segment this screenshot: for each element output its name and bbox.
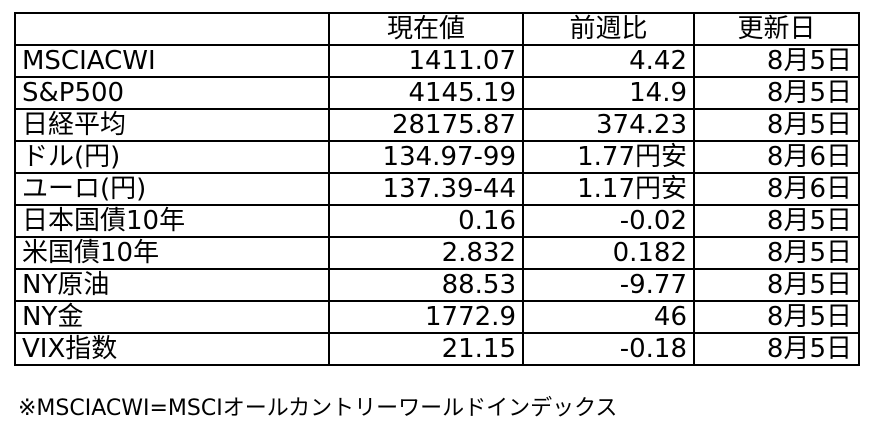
- row-label: 日本国債10年: [14, 204, 330, 238]
- table-row: 日本国債10年 0.16 -0.02 8月5日: [14, 204, 860, 238]
- row-label: 日経平均: [14, 108, 330, 142]
- table-row: ユーロ(円) 137.39-44 1.17円安 8月6日: [14, 172, 860, 206]
- table-row: ドル(円) 134.97-99 1.77円安 8月6日: [14, 140, 860, 174]
- value-cell: 28175.87: [328, 108, 524, 142]
- value-cell: 8月5日: [693, 44, 860, 78]
- value-cell: 2.832: [328, 236, 524, 270]
- value-cell: -0.02: [522, 204, 695, 238]
- header-corner: [14, 12, 330, 46]
- table-row: NY原油 88.53 -9.77 8月5日: [14, 268, 860, 302]
- table-row: VIX指数 21.15 -0.18 8月5日: [14, 332, 860, 366]
- value-cell: 0.182: [522, 236, 695, 270]
- row-label: ユーロ(円): [14, 172, 330, 206]
- value-cell: 8月5日: [693, 108, 860, 142]
- table-row: 米国債10年 2.832 0.182 8月5日: [14, 236, 860, 270]
- header-cell: 前週比: [522, 12, 695, 46]
- table-body: 現在値 前週比 更新日 MSCIACWI 1411.07 4.42 8月5日 S&P500 4…: [14, 12, 860, 366]
- value-cell: 8月5日: [693, 76, 860, 110]
- value-cell: 8月5日: [693, 204, 860, 238]
- value-cell: 14.9: [522, 76, 695, 110]
- row-label: MSCIACWI: [14, 44, 330, 78]
- table-row: 日経平均 28175.87 374.23 8月5日: [14, 108, 860, 142]
- table-row: MSCIACWI 1411.07 4.42 8月5日: [14, 44, 860, 78]
- value-cell: 1772.9: [328, 300, 524, 334]
- table-row: S&P500 4145.19 14.9 8月5日: [14, 76, 860, 110]
- header-cell: 更新日: [693, 12, 860, 46]
- table-row: NY金 1772.9 46 8月5日: [14, 300, 860, 334]
- value-cell: 1411.07: [328, 44, 524, 78]
- value-cell: 137.39-44: [328, 172, 524, 206]
- header-row: 現在値 前週比 更新日: [14, 12, 860, 46]
- value-cell: 8月5日: [693, 236, 860, 270]
- footnote: ※MSCIACWI=MSCIオールカントリーワールドインデックス: [18, 396, 618, 421]
- value-cell: 8月5日: [693, 268, 860, 302]
- row-label: VIX指数: [14, 332, 330, 366]
- value-cell: 46: [522, 300, 695, 334]
- row-label: 米国債10年: [14, 236, 330, 270]
- value-cell: 1.17円安: [522, 172, 695, 206]
- value-cell: 8月5日: [693, 332, 860, 366]
- value-cell: 1.77円安: [522, 140, 695, 174]
- row-label: NY金: [14, 300, 330, 334]
- value-cell: 88.53: [328, 268, 524, 302]
- header-cell: 現在値: [328, 12, 524, 46]
- value-cell: -9.77: [522, 268, 695, 302]
- value-cell: 4145.19: [328, 76, 524, 110]
- value-cell: 8月6日: [693, 140, 860, 174]
- value-cell: 21.15: [328, 332, 524, 366]
- row-label: NY原油: [14, 268, 330, 302]
- value-cell: 8月6日: [693, 172, 860, 206]
- value-cell: 0.16: [328, 204, 524, 238]
- value-cell: 4.42: [522, 44, 695, 78]
- row-label: ドル(円): [14, 140, 330, 174]
- market-table: 現在値 前週比 更新日 MSCIACWI 1411.07 4.42 8月5日 S&P500 4…: [14, 12, 860, 366]
- value-cell: 8月5日: [693, 300, 860, 334]
- value-cell: -0.18: [522, 332, 695, 366]
- value-cell: 134.97-99: [328, 140, 524, 174]
- row-label: S&P500: [14, 76, 330, 110]
- value-cell: 374.23: [522, 108, 695, 142]
